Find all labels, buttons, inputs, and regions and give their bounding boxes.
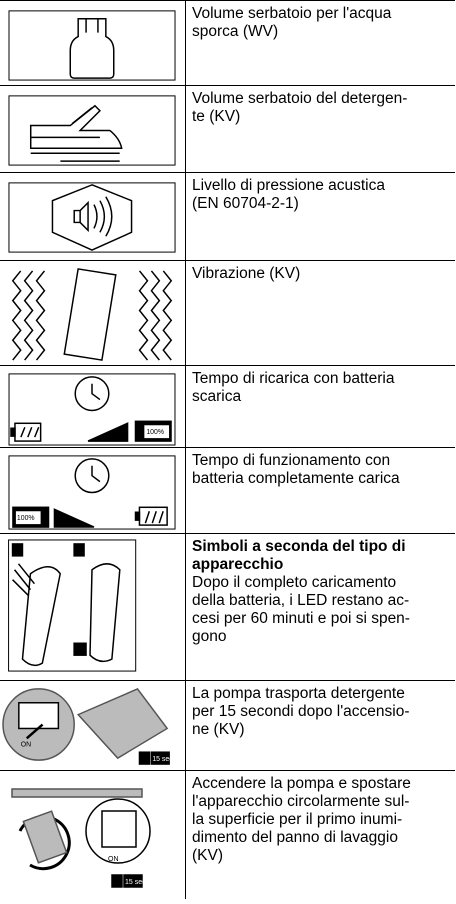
description-line: scarica bbox=[192, 388, 242, 405]
description-line: la superficie per il primo inumi- bbox=[192, 811, 403, 828]
description-line: dimento del panno di lavaggio bbox=[192, 829, 398, 846]
description-line: Vibrazione (KV) bbox=[192, 265, 301, 282]
description: Livello di pressione acustica (EN 60704-2… bbox=[192, 177, 451, 213]
description: Volume serbatoio del detergen-te (KV) bbox=[192, 90, 451, 126]
description-line: per 15 secondi dopo l'accensio- bbox=[192, 703, 410, 720]
description-line: Livello di pressione acustica bbox=[192, 177, 385, 194]
description-line: Dopo il completo caricamento bbox=[192, 574, 397, 591]
description-line: Tempo di funzionamento con bbox=[192, 452, 391, 469]
row: Livello di pressione acustica (EN 60704-2… bbox=[0, 172, 455, 260]
row: Simboli a seconda del tipo di apparecchio… bbox=[0, 533, 455, 680]
icon-detergent-tank bbox=[8, 95, 176, 166]
icon-label: ON bbox=[21, 741, 31, 748]
description-line: sporca (WV) bbox=[192, 23, 279, 40]
description-line: ne (KV) bbox=[192, 721, 245, 738]
description-line: Volume serbatoio del detergen- bbox=[192, 90, 408, 107]
description-line: te (KV) bbox=[192, 108, 241, 125]
description: La pompa trasporta detergente per 15 seco… bbox=[192, 685, 451, 739]
icon-label: 100% bbox=[17, 515, 35, 522]
row: Volume serbatoio per l'acqua sporca (WV) bbox=[0, 0, 455, 85]
icon-dirty-water-tank bbox=[8, 10, 176, 81]
description-title: Simboli a seconda del tipo di bbox=[192, 538, 406, 555]
icon-label: 15 sec bbox=[125, 879, 146, 886]
description-line: Volume serbatoio per l'acqua bbox=[192, 5, 392, 22]
description-line: Accendere la pompa e spostare bbox=[192, 775, 411, 792]
row: Vibrazione (KV) bbox=[0, 260, 455, 365]
icon-label: 15 sec bbox=[152, 756, 173, 763]
icon-led-device bbox=[8, 539, 137, 672]
description-line: l'apparecchio circolarmente sul- bbox=[192, 793, 410, 810]
description: Accendere la pompa e spostare l'apparecch… bbox=[192, 775, 451, 865]
description: Vibrazione (KV) bbox=[192, 265, 451, 283]
row: 100% Tempo di ricarica con batteria scari… bbox=[0, 365, 455, 447]
row: ON 15 sec Accendere la pompa e spostare l… bbox=[0, 770, 455, 899]
icon-label: ON bbox=[108, 856, 119, 863]
description: Tempo di funzionamento con batteria compl… bbox=[192, 452, 451, 488]
description-line: La pompa trasporta detergente bbox=[192, 685, 405, 702]
icon-charge-time: 100% bbox=[8, 373, 176, 446]
icon-vibration bbox=[11, 268, 173, 361]
description-line: Tempo di ricarica con batteria bbox=[192, 370, 395, 387]
description: Tempo di ricarica con batteria scarica bbox=[192, 370, 451, 406]
icon-pump-circular: ON 15 sec bbox=[11, 788, 151, 888]
description-title: apparecchio bbox=[192, 556, 284, 573]
row: Volume serbatoio del detergen-te (KV) bbox=[0, 85, 455, 172]
icon-label: 100% bbox=[146, 429, 164, 436]
description-line: della batteria, i LED restano ac- bbox=[192, 592, 410, 609]
description-line: gono bbox=[192, 628, 227, 645]
icon-sound-pressure bbox=[8, 182, 176, 253]
description-line: batteria completamente carica bbox=[192, 470, 400, 487]
description-line: cesi per 60 minuti e poi si spen- bbox=[192, 610, 410, 627]
row: 100% Tempo di funzionamento con batteria … bbox=[0, 447, 455, 533]
description-line: (EN 60704-2-1) bbox=[192, 195, 299, 212]
row: ON 15 sec La pompa trasporta detergente p… bbox=[0, 680, 455, 770]
icon-pump-on: ON 15 sec bbox=[2, 687, 173, 765]
description: Volume serbatoio per l'acqua sporca (WV) bbox=[192, 5, 451, 41]
icon-run-time: 100% bbox=[8, 455, 176, 530]
description: Simboli a seconda del tipo di apparecchio… bbox=[192, 538, 451, 646]
description-line: (KV) bbox=[192, 847, 223, 864]
